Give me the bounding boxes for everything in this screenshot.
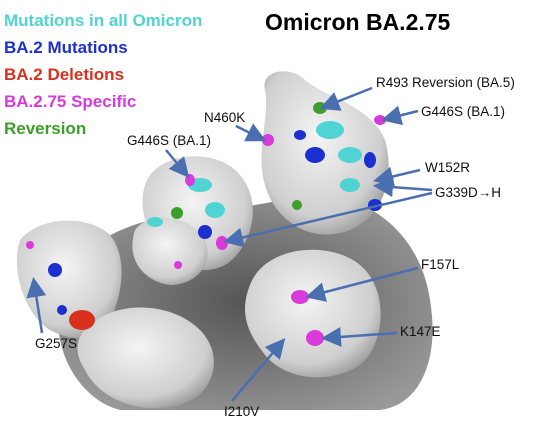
annotation: W152R <box>425 160 470 175</box>
legend-item: BA.2.75 Specific <box>4 92 136 111</box>
annotation: G446S (BA.1) <box>127 133 211 148</box>
annotation: G339D→H <box>435 185 501 200</box>
annotation: N460K <box>204 110 245 125</box>
legend: Mutations in all Omicron BA.2 Mutations … <box>4 11 202 138</box>
legend-item: Reversion <box>4 119 86 138</box>
annotation: K147E <box>400 324 441 339</box>
annotation: F157L <box>421 257 460 272</box>
annotation: G446S (BA.1) <box>421 104 505 119</box>
annotation: G257S <box>35 336 77 351</box>
title: Omicron BA.2.75 <box>265 9 451 35</box>
annotations: R493 Reversion (BA.5) G446S (BA.1) N460K… <box>35 75 515 419</box>
annotation: R493 Reversion (BA.5) <box>376 75 515 90</box>
legend-item: BA.2 Mutations <box>4 38 128 57</box>
legend-item: BA.2 Deletions <box>4 65 124 84</box>
annotation: I210V <box>224 404 259 419</box>
mutation-patches <box>26 102 386 346</box>
legend-item: Mutations in all Omicron <box>4 11 202 30</box>
arrows <box>26 86 433 402</box>
protein-surface <box>16 71 433 410</box>
